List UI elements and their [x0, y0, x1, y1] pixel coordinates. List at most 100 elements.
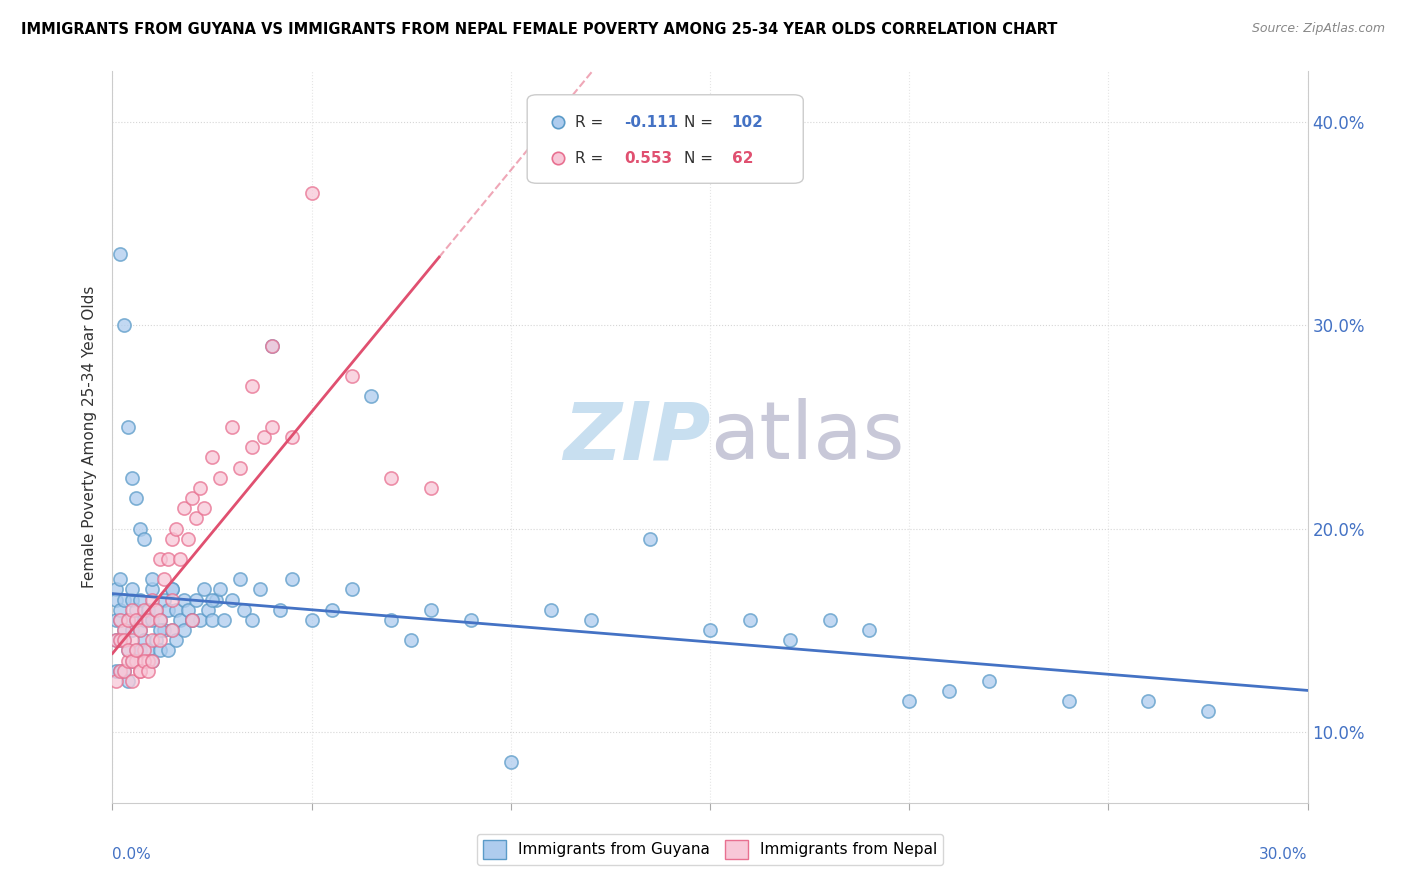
Point — [738, 613, 761, 627]
Point — [301, 613, 323, 627]
Point — [125, 613, 148, 627]
Point — [177, 603, 200, 617]
Point — [141, 654, 163, 668]
Point — [340, 369, 363, 384]
Point — [420, 481, 443, 495]
Point — [117, 643, 139, 657]
Point — [134, 643, 156, 657]
Point — [181, 613, 204, 627]
Point — [162, 592, 183, 607]
Point — [105, 633, 128, 648]
Point — [162, 582, 183, 597]
Point — [110, 664, 132, 678]
Point — [321, 603, 343, 617]
Point — [125, 613, 148, 627]
Point — [201, 450, 224, 465]
Point — [114, 592, 135, 607]
Point — [460, 613, 482, 627]
Point — [121, 673, 143, 688]
Point — [134, 613, 156, 627]
Point — [173, 592, 195, 607]
Point — [173, 623, 195, 637]
Point — [169, 552, 191, 566]
Point — [114, 623, 135, 637]
Point — [260, 339, 283, 353]
Point — [858, 623, 880, 637]
Point — [173, 501, 195, 516]
Point — [779, 633, 801, 648]
Point — [229, 572, 252, 586]
Text: 62: 62 — [731, 151, 754, 166]
Point — [110, 633, 132, 648]
Point — [110, 572, 132, 586]
Point — [125, 603, 148, 617]
Point — [114, 664, 135, 678]
Point — [125, 643, 148, 657]
Point — [110, 613, 132, 627]
Point — [240, 440, 263, 454]
Point — [201, 592, 224, 607]
Point — [221, 592, 243, 607]
Point — [129, 623, 152, 637]
Point — [125, 643, 148, 657]
Point — [121, 654, 143, 668]
Point — [110, 603, 132, 617]
Point — [162, 623, 183, 637]
Point — [110, 613, 132, 627]
Point — [977, 673, 1000, 688]
Point — [149, 613, 172, 627]
Point — [149, 643, 172, 657]
Text: IMMIGRANTS FROM GUYANA VS IMMIGRANTS FROM NEPAL FEMALE POVERTY AMONG 25-34 YEAR : IMMIGRANTS FROM GUYANA VS IMMIGRANTS FRO… — [21, 22, 1057, 37]
Text: Source: ZipAtlas.com: Source: ZipAtlas.com — [1251, 22, 1385, 36]
Point — [193, 582, 215, 597]
Point — [121, 654, 143, 668]
Point — [121, 633, 143, 648]
Point — [188, 613, 211, 627]
Point — [134, 633, 156, 648]
Point — [253, 430, 276, 444]
Point — [110, 247, 132, 261]
Point — [301, 186, 323, 201]
Text: 102: 102 — [731, 114, 763, 129]
Point — [121, 603, 143, 617]
Point — [129, 664, 152, 678]
Point — [121, 623, 143, 637]
Point — [153, 592, 176, 607]
Point — [138, 613, 160, 627]
Point — [1057, 694, 1080, 708]
Point — [281, 572, 304, 586]
Point — [129, 664, 152, 678]
Text: N =: N = — [683, 114, 717, 129]
Point — [117, 613, 139, 627]
Point — [209, 582, 232, 597]
Point — [181, 613, 204, 627]
Point — [380, 471, 402, 485]
Point — [129, 592, 152, 607]
Point — [938, 684, 960, 698]
Point — [540, 603, 562, 617]
Point — [129, 623, 152, 637]
Point — [105, 582, 128, 597]
Point — [229, 460, 252, 475]
Point — [221, 420, 243, 434]
Point — [233, 603, 256, 617]
Point — [117, 420, 139, 434]
Point — [1137, 694, 1160, 708]
Point — [157, 643, 180, 657]
Y-axis label: Female Poverty Among 25-34 Year Olds: Female Poverty Among 25-34 Year Olds — [82, 286, 97, 588]
Text: N =: N = — [683, 151, 717, 166]
Point — [141, 592, 163, 607]
Point — [205, 592, 228, 607]
Point — [818, 613, 841, 627]
Point — [121, 592, 143, 607]
Point — [260, 339, 283, 353]
Point — [579, 613, 602, 627]
Point — [149, 613, 172, 627]
Point — [499, 755, 522, 769]
Point — [157, 552, 180, 566]
Point — [149, 633, 172, 648]
Point — [141, 613, 163, 627]
Point — [201, 613, 224, 627]
Point — [281, 430, 304, 444]
Point — [165, 521, 187, 535]
